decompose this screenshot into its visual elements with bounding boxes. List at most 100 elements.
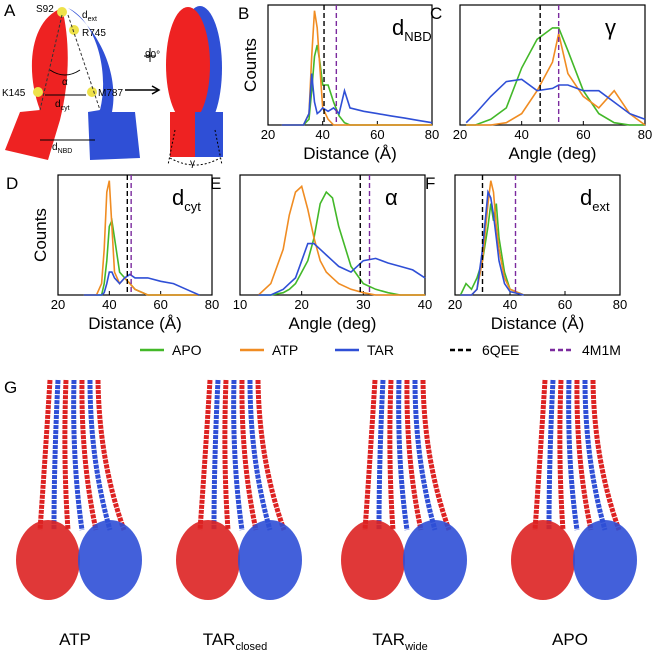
- label: d: [82, 10, 88, 21]
- x-tick-label: 80: [638, 127, 652, 142]
- arrowhead: [151, 85, 161, 95]
- red-domain: [166, 7, 210, 123]
- label: ext: [88, 16, 97, 23]
- x-tick-label: 20: [453, 127, 467, 142]
- helix: [532, 379, 548, 531]
- plot-frame: [239, 174, 426, 296]
- plot-frame: [57, 174, 213, 296]
- structure-label: TARclosed: [203, 630, 268, 653]
- red-domain: [5, 8, 68, 160]
- x-tick-label: 20: [51, 297, 65, 312]
- blue-domain: [195, 112, 223, 157]
- helix: [37, 379, 53, 531]
- helix: [62, 379, 71, 531]
- panel-letter: F: [425, 174, 435, 193]
- panel-letter: D: [6, 174, 18, 193]
- legend-label: 4M1M: [582, 342, 621, 358]
- helix: [231, 379, 245, 531]
- nbd-domain: [238, 520, 302, 600]
- x-tick-label: 20: [261, 127, 275, 142]
- x-tick-label: 80: [613, 297, 627, 312]
- series-line: [258, 190, 425, 296]
- legend-label: APO: [172, 342, 202, 358]
- plot-frame: [454, 174, 621, 296]
- y-axis-label: Counts: [31, 208, 50, 262]
- nbd-domain: [16, 520, 80, 600]
- helix: [95, 379, 127, 531]
- series-line: [466, 27, 645, 126]
- x-tick-label: 40: [315, 127, 329, 142]
- protein-structure: [341, 379, 467, 600]
- helix: [557, 379, 566, 531]
- structure-label: TAR: [203, 630, 236, 649]
- angle-arc: [167, 129, 223, 166]
- chart-title: α: [385, 185, 398, 210]
- panel-letter: E: [210, 174, 221, 193]
- protein-structure: [16, 379, 142, 600]
- x-tick-label: 20: [294, 297, 308, 312]
- structure-label: TARwide: [372, 630, 427, 653]
- series-line: [465, 78, 646, 124]
- series-line: [460, 180, 525, 296]
- structure-label: ATP: [59, 630, 91, 649]
- structure-label: APO: [552, 630, 588, 649]
- series-line: [281, 73, 433, 126]
- structure-label: TAR: [372, 630, 405, 649]
- chart-title: γ: [605, 15, 616, 40]
- legend-label: ATP: [272, 342, 298, 358]
- x-tick-label: 20: [448, 297, 462, 312]
- helix: [376, 379, 386, 531]
- x-axis-label: Distance (Å): [303, 144, 397, 163]
- series-line: [459, 203, 525, 296]
- x-axis-label: Distance (Å): [88, 314, 182, 333]
- helix: [412, 379, 438, 531]
- protein-structure: [511, 379, 637, 600]
- x-tick-label: 80: [205, 297, 219, 312]
- chart-title: dNBD: [392, 15, 432, 44]
- chart-title: γ: [605, 15, 616, 40]
- x-tick-label: 60: [576, 127, 590, 142]
- chart-title: dext: [580, 185, 610, 214]
- chart-title: d: [392, 15, 404, 40]
- helix: [387, 379, 396, 531]
- chart-title: d: [172, 185, 184, 210]
- helix: [590, 379, 622, 531]
- axis-line: [39, 14, 101, 111]
- helix: [87, 379, 113, 531]
- helix: [51, 379, 61, 531]
- chart-title: α: [385, 185, 398, 210]
- x-tick-label: 60: [558, 297, 572, 312]
- x-tick-label: 60: [153, 297, 167, 312]
- helix: [574, 379, 594, 531]
- chart-title: d: [580, 185, 592, 210]
- panel-letter: G: [4, 378, 17, 397]
- label: d: [55, 99, 61, 110]
- x-tick-label: 40: [503, 297, 517, 312]
- residue: [33, 87, 43, 97]
- nbd-domain: [573, 520, 637, 600]
- structure-label: closed: [235, 641, 267, 653]
- label: S92: [36, 4, 54, 15]
- helix: [404, 379, 424, 531]
- label: M787: [98, 88, 123, 99]
- helix: [197, 379, 213, 531]
- angle-arc: [49, 69, 81, 76]
- panel-letter: C: [430, 4, 442, 23]
- x-tick-label: 30: [356, 297, 370, 312]
- label: d: [52, 142, 58, 153]
- chart-title: NBD: [404, 29, 431, 44]
- blue-domain: [68, 8, 140, 160]
- residue: [57, 7, 67, 17]
- chart: 10 20 30 40 Angle (deg) Eα: [210, 174, 432, 333]
- chart-title: cyt: [184, 199, 201, 214]
- helix: [247, 379, 273, 531]
- x-tick-label: 80: [425, 127, 439, 142]
- helix: [71, 379, 85, 531]
- label: K145: [2, 88, 26, 99]
- nbd-domain: [403, 520, 467, 600]
- x-axis-label: Distance (Å): [491, 314, 585, 333]
